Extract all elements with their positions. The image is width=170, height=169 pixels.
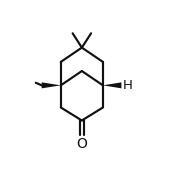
Polygon shape <box>103 82 121 88</box>
Text: O: O <box>76 137 87 151</box>
Text: H: H <box>123 79 133 92</box>
Polygon shape <box>42 82 61 88</box>
